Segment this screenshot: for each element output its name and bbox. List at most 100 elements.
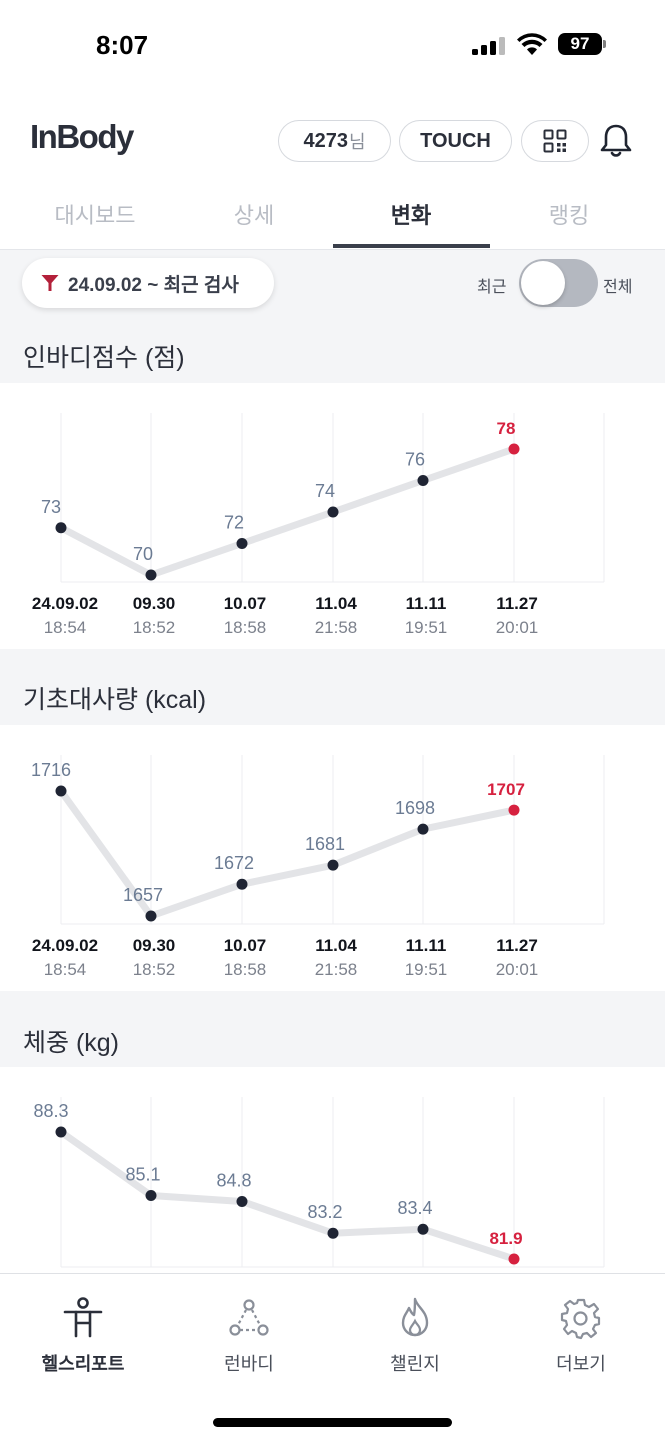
x-tick-date: 10.07 (224, 936, 267, 955)
cellular-signal-icon (472, 37, 506, 55)
inbody-logo: InBody (30, 118, 134, 155)
recent-all-toggle[interactable] (519, 259, 598, 307)
data-label: 1672 (214, 853, 254, 873)
data-label: 1707 (487, 780, 525, 799)
touch-label: TOUCH (420, 129, 491, 152)
x-tick-time: 21:58 (315, 960, 358, 979)
data-point (327, 1227, 339, 1239)
data-point (145, 1190, 157, 1201)
series-line (57, 787, 518, 920)
points-button[interactable]: 4273 님 (278, 120, 391, 162)
x-tick-date: 24.09.02 (32, 594, 98, 613)
nav-label: 헬스리포트 (41, 1354, 125, 1374)
data-label: 76 (405, 450, 425, 470)
wifi-icon (517, 33, 547, 55)
tab-detail[interactable]: 상세 (233, 203, 275, 228)
x-tick-date: 10.07 (224, 594, 267, 613)
data-point (55, 522, 67, 534)
data-label: 73 (41, 497, 61, 517)
x-tick-date: 09.30 (133, 936, 176, 955)
data-point (236, 878, 248, 890)
data-point (417, 475, 429, 486)
section-header-bmr: 기초대사량 (kcal) (0, 649, 665, 725)
series-line (57, 1128, 518, 1263)
points-value: 4273 (303, 129, 348, 152)
qr-code-button[interactable] (521, 120, 589, 162)
data-point (508, 443, 520, 455)
data-point (236, 538, 248, 549)
x-tick-date: 11.27 (496, 936, 538, 955)
x-tick-time: 18:54 (44, 960, 87, 979)
toggle-knob (521, 261, 565, 305)
data-point (145, 910, 157, 922)
data-label: 74 (315, 481, 335, 501)
data-label: 83.4 (397, 1198, 432, 1218)
data-point (508, 1253, 520, 1265)
data-label: 85.1 (125, 1165, 160, 1185)
status-bar: 8:07 97 (0, 0, 665, 90)
nav-label: 런바디 (224, 1354, 274, 1374)
battery-cap (603, 40, 606, 48)
active-tab-indicator (333, 244, 490, 248)
x-tick-time: 18:54 (44, 618, 87, 637)
status-time: 8:07 (96, 30, 149, 60)
nav-health-report[interactable]: 헬스리포트 (23, 1296, 143, 1376)
chart-card-inbody-score: 73 70 72 74 76 78 24.09.02 18:54 09.30 18:52 10.07… (0, 383, 665, 649)
bmr-chart: 1716 1657 1672 1681 1698 1707 24.09.02 18:54 09.… (31, 755, 605, 979)
data-label: 83.2 (307, 1202, 342, 1222)
home-indicator (213, 1418, 452, 1427)
x-tick-time: 19:51 (405, 618, 448, 637)
tab-ranking[interactable]: 랭킹 (548, 203, 590, 228)
data-point (508, 804, 520, 816)
data-point (327, 859, 339, 871)
toggle-label-recent: 최근 (477, 279, 507, 296)
data-point (327, 506, 339, 518)
inbody-score-chart: 73 70 72 74 76 78 24.09.02 18:54 09.30 18:52 10.07… (32, 413, 605, 637)
person-stretch-icon (63, 1297, 103, 1338)
x-tick-date: 24.09.02 (32, 936, 98, 955)
section-title: 체중 (kg) (23, 1029, 120, 1057)
data-point (55, 785, 67, 797)
flame-icon (401, 1297, 429, 1337)
x-tick-date: 11.11 (406, 594, 447, 613)
chart-card-weight: 88.3 85.1 84.8 83.2 83.4 81.9 (0, 1067, 665, 1273)
filter-funnel-icon (41, 275, 59, 291)
nav-challenge[interactable]: 챌린지 (355, 1296, 475, 1376)
nav-runbody[interactable]: 런바디 (189, 1296, 309, 1376)
qr-code-icon (543, 129, 567, 153)
section-header-inbody-score: 인바디점수 (점) (0, 325, 665, 383)
tab-change[interactable]: 변화 (390, 203, 432, 228)
data-label: 72 (224, 513, 244, 533)
filter-row: 24.09.02 ~ 최근 검사 최근 전체 (0, 250, 665, 325)
data-point (417, 823, 429, 835)
x-tick-time: 21:58 (315, 618, 358, 637)
bottom-navigation: 헬스리포트 런바디 챌린지 더보기 (0, 1273, 665, 1440)
data-label: 1657 (123, 885, 163, 905)
x-tick-date: 11.04 (315, 936, 357, 955)
toggle-label-all: 전체 (603, 279, 633, 296)
x-tick-date: 11.27 (496, 594, 538, 613)
main-tabs: 대시보드 상세 변화 랭킹 (0, 180, 665, 250)
tab-dashboard[interactable]: 대시보드 (54, 203, 136, 228)
notification-bell-icon[interactable] (598, 122, 634, 160)
data-label: 78 (497, 419, 516, 438)
data-label: 88.3 (33, 1101, 68, 1121)
data-point (417, 1223, 429, 1235)
x-tick-time: 18:52 (133, 618, 176, 637)
date-range-filter-button[interactable]: 24.09.02 ~ 최근 검사 (22, 258, 274, 308)
nav-more[interactable]: 더보기 (521, 1296, 641, 1376)
chart-card-bmr: 1716 1657 1672 1681 1698 1707 24.09.02 18:54 09.… (0, 725, 665, 991)
x-tick-time: 20:01 (496, 618, 539, 637)
data-label: 84.8 (216, 1170, 251, 1190)
gear-icon (560, 1298, 601, 1340)
points-suffix: 님 (348, 132, 366, 152)
network-nodes-icon (229, 1299, 269, 1336)
x-tick-time: 19:51 (405, 960, 448, 979)
section-header-weight: 체중 (kg) (0, 991, 665, 1067)
x-tick-date: 09.30 (133, 594, 176, 613)
weight-chart: 88.3 85.1 84.8 83.2 83.4 81.9 (33, 1097, 605, 1268)
x-tick-date: 11.04 (315, 594, 357, 613)
date-range-label: 24.09.02 ~ 최근 검사 (68, 274, 239, 296)
x-tick-date: 11.11 (406, 936, 447, 955)
touch-button[interactable]: TOUCH (399, 120, 512, 162)
